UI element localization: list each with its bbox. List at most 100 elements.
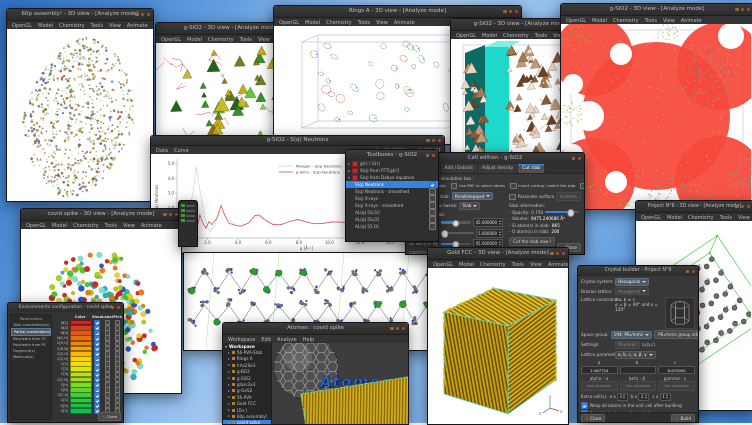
expand-icon[interactable]: ▸	[228, 402, 230, 406]
minimize-button[interactable]	[572, 157, 575, 160]
toolbox-item-checkbox[interactable]	[429, 181, 436, 188]
menu-item[interactable]: Chemistry	[688, 215, 714, 221]
toolbox-item-checkbox[interactable]	[429, 209, 436, 216]
close-button[interactable]	[432, 154, 435, 157]
menu-item[interactable]: OpenGL	[433, 262, 453, 268]
menu-item[interactable]: View	[376, 20, 388, 26]
menu-item[interactable]: Chemistry	[208, 37, 234, 43]
toolbox-item-checkbox[interactable]	[429, 188, 436, 195]
option-checkbox[interactable]	[510, 183, 517, 190]
menu-item[interactable]: Model	[482, 33, 497, 39]
shape-dropdown[interactable]: Parallelepiped	[452, 192, 494, 200]
menu-item[interactable]: Help	[303, 337, 314, 343]
curve-color-swatch[interactable]	[352, 175, 358, 181]
expand-icon[interactable]: ▸	[228, 383, 230, 387]
expand-icon[interactable]: ▸	[228, 389, 230, 393]
settings-dropdown[interactable]: P6₃/mmc	[615, 341, 640, 349]
workspace-project[interactable]: ▸covid spike	[223, 420, 271, 424]
lattice-value-field[interactable]	[620, 366, 657, 375]
collapse-icon[interactable]: ▾	[225, 344, 227, 349]
toolbox-item[interactable]: AL(q) [O,O]	[346, 223, 438, 230]
group-info-button[interactable]: P6₃/mmc group info	[654, 330, 699, 339]
menu-item[interactable]: OpenGL	[26, 223, 46, 229]
menu-item[interactable]: Chemistry	[59, 23, 85, 29]
expand-icon[interactable]: ▸	[348, 161, 350, 166]
maximize-button[interactable]	[396, 327, 399, 330]
close-button[interactable]	[438, 139, 441, 142]
expand-icon[interactable]: ▸	[228, 363, 230, 367]
menu-item[interactable]: Tools	[512, 262, 524, 268]
expand-icon[interactable]: ▸	[348, 168, 350, 173]
close-dialog-button[interactable]: ✕Close	[98, 412, 121, 421]
menu-item[interactable]: Tools	[358, 20, 370, 26]
menu-item[interactable]: Tools	[91, 23, 103, 29]
tab-adjust-density[interactable]: Adjust density	[478, 164, 518, 173]
close-button[interactable]	[402, 327, 405, 330]
menu-item[interactable]: Chemistry	[73, 223, 99, 229]
expand-icon[interactable]: ▸	[228, 357, 230, 361]
curve-color-swatch[interactable]	[352, 168, 358, 174]
menu-item[interactable]: View	[663, 18, 675, 24]
wrap-checkbox[interactable]	[581, 402, 588, 409]
maximize-button[interactable]	[741, 8, 744, 11]
close-button[interactable]	[747, 205, 750, 208]
close-button[interactable]	[578, 157, 581, 160]
menu-item[interactable]: View	[530, 262, 542, 268]
minimize-button[interactable]	[426, 154, 429, 157]
expand-icon[interactable]: ▸	[228, 408, 230, 412]
menu-item[interactable]: Model	[459, 262, 474, 268]
option-checkbox[interactable]	[451, 183, 458, 190]
menu-item[interactable]: OpenGL	[566, 18, 586, 24]
menu-item[interactable]: Tools	[645, 18, 657, 24]
menu-item[interactable]: Tools	[105, 223, 117, 229]
menu-item[interactable]: Chemistry	[613, 18, 639, 24]
menu-item[interactable]: View	[109, 23, 121, 29]
build-button[interactable]: ✓Build	[671, 414, 695, 423]
close-button[interactable]	[747, 8, 750, 11]
titlebar[interactable]: g-SiO2 - S(q) Neutrons	[151, 136, 444, 146]
toolbox-item[interactable]: AL(q) [Si,Si]	[346, 209, 438, 216]
menu-item[interactable]: Animate	[394, 20, 415, 26]
space-group-dropdown[interactable]: 194: P6₃/mmc	[611, 331, 652, 339]
maximize-button[interactable]	[432, 139, 435, 142]
menu-item[interactable]: Chemistry	[503, 33, 529, 39]
menu-item[interactable]: Model	[187, 37, 202, 43]
lattice-value-field[interactable]: 6.670000	[658, 366, 695, 375]
menu-item[interactable]: Model	[592, 18, 607, 24]
menu-item[interactable]: Curve	[174, 148, 189, 154]
parameter-item[interactable]: Molecule(s)	[11, 354, 51, 360]
toolbox-item[interactable]: S(q) Neutrons	[346, 181, 438, 188]
close-button[interactable]	[692, 270, 695, 273]
titlebar[interactable]: Rings A - 3D view - [Analyze mode]	[274, 6, 521, 18]
axis-slider[interactable]	[441, 221, 471, 223]
menu-item[interactable]: Data	[156, 148, 168, 154]
menu-item[interactable]: View	[258, 37, 270, 43]
toolbox-item[interactable]: ▾S(q) from Debye equation	[346, 174, 438, 181]
close-dialog-button[interactable]: ✕Close	[581, 414, 605, 423]
menu-item[interactable]: OpenGL	[161, 37, 181, 43]
toolbox-item-checkbox[interactable]	[429, 202, 436, 209]
minimize-button[interactable]	[686, 270, 689, 273]
minimize-button[interactable]	[735, 8, 738, 11]
axis-value-stepper[interactable]: 45.000000	[473, 218, 503, 227]
expand-icon[interactable]: ▸	[228, 395, 230, 399]
toolbox-item-checkbox[interactable]	[429, 195, 436, 202]
close-button[interactable]	[562, 252, 565, 255]
option-checkbox[interactable]	[580, 183, 585, 190]
toolbox-item[interactable]: S(q) X-rays	[346, 195, 438, 202]
menu-item[interactable]: View	[738, 215, 750, 221]
menu-item[interactable]: Model	[52, 223, 67, 229]
slab-option[interactable]: Export in new project	[580, 183, 585, 190]
minimize-button[interactable]	[503, 10, 506, 13]
lattice-params-dropdown[interactable]: a, b, c, α, β, γ	[615, 351, 656, 359]
minimize-button[interactable]	[163, 213, 166, 216]
menu-item[interactable]: Tools	[720, 215, 732, 221]
lattice-value-field[interactable]: 2.467724	[581, 366, 618, 375]
menu-item[interactable]: Chemistry	[326, 20, 352, 26]
menu-item[interactable]: OpenGL	[641, 215, 661, 221]
menu-item[interactable]: Animate	[548, 262, 569, 268]
opacity-slider[interactable]	[545, 211, 579, 213]
slab-option[interactable]: Invert cutting / select the slab	[510, 183, 575, 190]
minimize-button[interactable]	[135, 13, 138, 16]
